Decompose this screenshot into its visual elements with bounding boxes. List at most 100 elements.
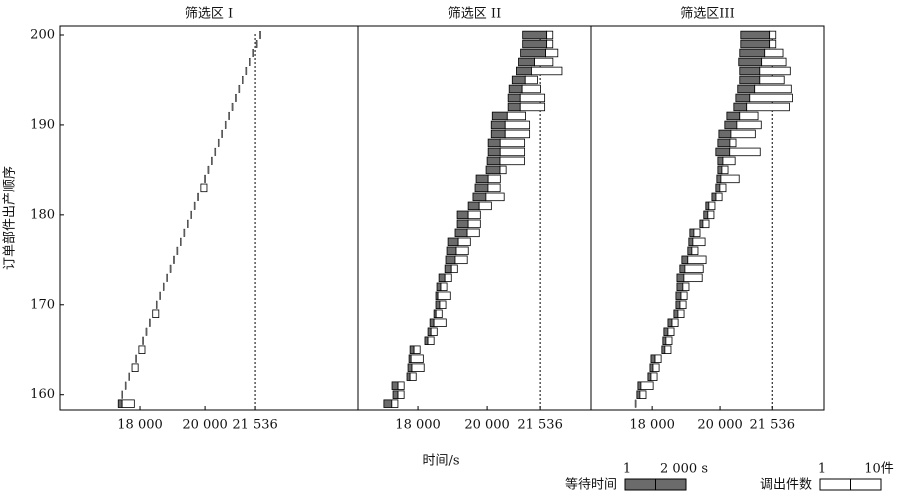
wait-bar	[726, 111, 741, 121]
y-tick-label: 170	[30, 297, 55, 312]
wait-bar	[679, 264, 686, 274]
wait-bar	[717, 138, 731, 148]
count-bar	[521, 84, 541, 94]
wait-bar	[475, 174, 489, 184]
wait-bar	[681, 255, 689, 265]
wait-bar	[211, 156, 213, 165]
wait-bar	[703, 210, 709, 220]
wait-bar	[249, 57, 251, 66]
count-bar	[524, 75, 538, 85]
wait-bar	[228, 111, 230, 120]
wait-bar	[716, 174, 722, 184]
wait-bar	[383, 399, 393, 408]
wait-bar	[740, 30, 771, 40]
count-bar	[708, 201, 716, 211]
wait-bar	[740, 39, 771, 49]
panel-frame	[59, 25, 359, 411]
count-bar	[749, 93, 793, 103]
panel-title: 筛选区 I	[185, 7, 233, 22]
wait-bar	[214, 147, 217, 156]
count-bar	[411, 363, 425, 372]
count-bar	[759, 75, 785, 85]
count-bar	[506, 111, 526, 121]
wait-bar	[255, 40, 258, 48]
wait-bar	[508, 84, 523, 94]
wait-bar	[169, 264, 172, 273]
count-bar	[499, 147, 526, 157]
wait-bar	[231, 102, 234, 111]
wait-bar	[429, 318, 435, 327]
count-bar	[499, 138, 526, 148]
wait-bar	[735, 93, 751, 103]
count-bar	[440, 282, 448, 292]
count-bar	[444, 273, 452, 283]
wait-bar	[155, 300, 158, 309]
y-tick-label: 160	[30, 387, 55, 402]
wait-bar	[673, 309, 679, 318]
wait-bar	[224, 120, 227, 129]
x-tick-label: 21 536	[517, 418, 563, 433]
count-bar	[504, 129, 531, 139]
legend-min: 1	[623, 462, 631, 477]
count-bar	[430, 327, 438, 336]
wait-bar	[650, 354, 656, 363]
count-bar	[692, 237, 706, 247]
wait-bar	[715, 183, 721, 193]
wait-bar	[145, 327, 148, 336]
count-bar	[499, 165, 507, 175]
wait-bar	[456, 219, 469, 229]
count-bar	[693, 228, 701, 238]
wait-bar	[124, 381, 127, 390]
x-tick-label: 21 536	[749, 418, 795, 433]
wait-bar	[474, 183, 489, 193]
panel-title: 筛选区III	[680, 7, 734, 22]
count-bar	[545, 48, 559, 58]
wait-bar	[180, 237, 182, 246]
count-bar	[409, 372, 417, 381]
wait-bar	[717, 156, 724, 166]
count-bar	[680, 291, 688, 301]
count-bar	[730, 129, 756, 139]
wait-bar	[166, 273, 168, 282]
count-bar	[200, 183, 208, 193]
count-bar	[531, 66, 563, 76]
count-bar	[720, 174, 740, 184]
count-bar	[487, 183, 501, 193]
count-bar	[121, 399, 135, 408]
wait-bar	[718, 129, 732, 139]
count-bar	[683, 273, 703, 283]
wait-bar	[507, 93, 521, 103]
wait-bar	[676, 282, 684, 292]
x-tick-label: 18 000	[395, 418, 441, 433]
legend-label: 调出件数	[760, 478, 812, 493]
wait-bar	[647, 372, 652, 381]
wait-bar	[520, 48, 547, 58]
x-tick-label: 18 000	[117, 418, 163, 433]
wait-bar	[485, 165, 501, 175]
wait-bar	[491, 111, 508, 121]
count-bar	[640, 381, 654, 390]
wait-bar	[454, 228, 468, 238]
wait-bar	[522, 39, 548, 49]
x-tick-label: 20 000	[464, 418, 510, 433]
count-bar	[769, 39, 777, 49]
count-bar	[439, 300, 447, 310]
legend-max: 10件	[864, 462, 894, 477]
count-bar	[397, 381, 405, 390]
count-bar	[759, 66, 791, 76]
count-bar	[467, 219, 481, 229]
wait-bar	[238, 84, 241, 93]
count-bar	[546, 39, 554, 49]
count-bar	[654, 354, 662, 363]
wait-bar	[436, 282, 442, 292]
y-tick-label: 200	[30, 27, 55, 42]
count-bar	[736, 120, 762, 130]
wait-bar	[162, 282, 165, 291]
wait-bar	[675, 300, 681, 310]
wait-bar	[733, 102, 748, 112]
wait-bar	[207, 165, 210, 174]
count-bar	[715, 192, 723, 202]
count-bar	[410, 354, 424, 363]
wait-bar	[193, 201, 196, 210]
